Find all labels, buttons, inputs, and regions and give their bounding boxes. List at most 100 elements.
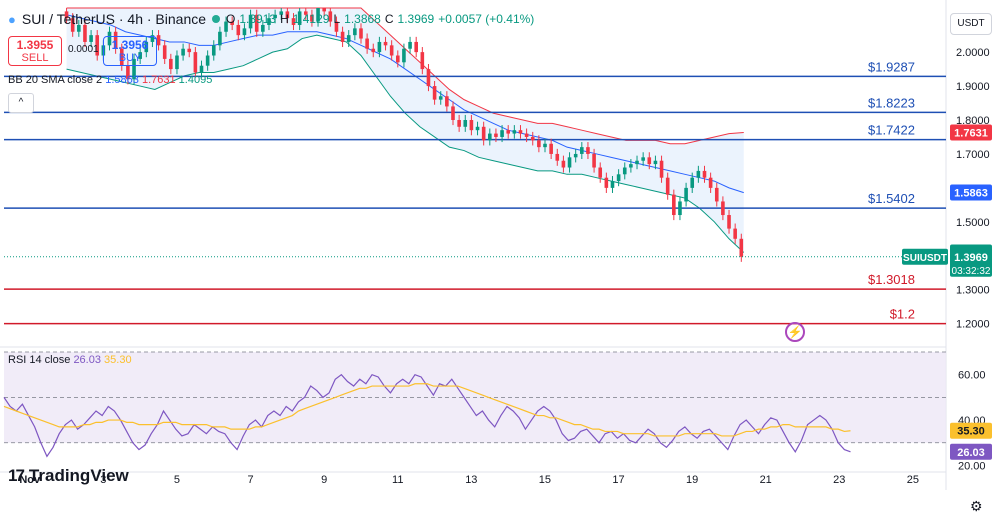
ohlc-values: O 1.3913 H 1.4129 L 1.3868 C 1.3969 +0.0057 … xyxy=(226,12,534,26)
time-tick-label: 15 xyxy=(539,474,551,486)
buy-price: 1.3956 xyxy=(111,38,149,52)
candle-body xyxy=(334,21,339,32)
candle-body xyxy=(261,24,265,32)
candle-body xyxy=(267,18,271,25)
candle-body xyxy=(426,69,431,87)
candle-body xyxy=(500,130,504,137)
candle-body xyxy=(328,11,333,22)
candle-body xyxy=(714,187,719,202)
candle-body xyxy=(445,96,449,107)
price-tick-label: 1.9000 xyxy=(956,81,990,93)
candle-body xyxy=(530,136,535,141)
rsi-legend[interactable]: RSI 14 close 26.03 35.30 xyxy=(8,354,132,366)
sell-price: 1.3955 xyxy=(16,38,54,52)
time-tick-label: 21 xyxy=(760,474,772,486)
candle-body xyxy=(297,11,302,25)
candle-body xyxy=(549,143,553,154)
price-badge xyxy=(950,184,992,201)
candle-body xyxy=(144,41,149,53)
candle-body xyxy=(316,8,320,22)
candle-body xyxy=(641,157,645,161)
price-badge xyxy=(950,124,992,141)
candle-body xyxy=(573,153,578,158)
candle-body xyxy=(175,55,179,70)
candle-body xyxy=(181,48,185,56)
candle-body xyxy=(162,45,167,59)
candle-body xyxy=(420,52,425,70)
candle-body xyxy=(696,170,701,178)
sell-label: SELL xyxy=(21,52,49,64)
candle-body xyxy=(739,238,744,257)
candle-body xyxy=(438,96,443,100)
tradingview-logo: 17 TradingView xyxy=(8,466,129,486)
candle-body xyxy=(647,157,652,165)
candle-body xyxy=(586,147,590,154)
bb-lower-value: 1.4095 xyxy=(178,74,213,86)
candle-body xyxy=(248,14,253,29)
candle-body xyxy=(365,38,369,49)
time-tick-label: 9 xyxy=(321,474,327,486)
candle-body xyxy=(383,41,388,46)
buy-button[interactable]: 1.3956 BUY xyxy=(103,36,157,66)
candle-body xyxy=(285,11,290,19)
time-tick-label: Nov xyxy=(19,474,41,486)
bb-label: BB 20 SMA close 2 xyxy=(8,74,103,86)
candle-body xyxy=(224,21,228,32)
candle-body xyxy=(488,133,492,141)
bb-legend[interactable]: BB 20 SMA close 2 1.5863 1.7631 1.4095 xyxy=(8,74,212,86)
price-tick-label: 1.8000 xyxy=(956,115,990,127)
countdown-label: 03:32:32 xyxy=(952,266,991,277)
buy-label: BUY xyxy=(118,52,142,64)
rsi-ma-line xyxy=(3,383,851,437)
low-label: L xyxy=(333,12,341,26)
time-tick-label: 13 xyxy=(465,474,477,486)
level-label: $1.7422 xyxy=(868,123,915,138)
price-tick-label: 2.0000 xyxy=(956,47,990,59)
rsi-badge xyxy=(950,443,992,460)
candle-body xyxy=(395,55,400,63)
candle-body xyxy=(457,120,461,127)
candle-body xyxy=(733,228,737,239)
candle-body xyxy=(353,28,357,36)
candle-body xyxy=(518,130,523,134)
candle-body xyxy=(156,35,161,46)
candle-body xyxy=(126,65,130,80)
candle-body xyxy=(414,41,418,53)
time-tick-label: 7 xyxy=(247,474,253,486)
time-tick-label: 19 xyxy=(686,474,698,486)
candle-body xyxy=(610,181,615,188)
high-value: 1.4129 xyxy=(292,12,330,26)
candle-body xyxy=(561,160,566,168)
candle-body xyxy=(598,167,603,178)
rsi-badge-label: 26.03 xyxy=(957,447,985,459)
sell-button[interactable]: 1.3955 SELL xyxy=(8,36,62,66)
candle-body xyxy=(169,58,173,70)
candle-body xyxy=(359,28,363,39)
candle-body xyxy=(389,45,394,56)
candle-body xyxy=(481,126,486,141)
time-tick-label: 17 xyxy=(612,474,624,486)
market-status-icon xyxy=(212,15,221,23)
candle-body xyxy=(690,177,695,188)
change-value: +0.0057 (+0.41%) xyxy=(438,12,535,26)
spread-value: 0.0001 xyxy=(68,44,99,55)
symbol-title[interactable]: SUI / TetherUS · 4h · Binance xyxy=(21,11,207,27)
collapse-legend-button[interactable]: ^ xyxy=(8,93,34,113)
sui-logo-icon: ● xyxy=(8,11,16,27)
candle-body xyxy=(469,120,474,131)
candle-body xyxy=(622,167,627,175)
rsi-ma-badge xyxy=(950,422,992,439)
level-label: $1.3018 xyxy=(868,272,915,287)
candle-body xyxy=(273,14,277,19)
time-tick-label: 11 xyxy=(392,474,403,486)
lightning-icon[interactable]: ⚡ xyxy=(785,322,805,342)
gear-icon[interactable]: ⚙ xyxy=(970,498,983,514)
brand-name: TradingView xyxy=(28,466,129,485)
candle-body xyxy=(199,65,204,73)
candle-body xyxy=(346,35,351,42)
time-tick-label: 23 xyxy=(833,474,845,486)
currency-selector[interactable]: USDT xyxy=(950,13,992,35)
candle-body xyxy=(580,147,584,154)
candle-body xyxy=(463,120,468,127)
